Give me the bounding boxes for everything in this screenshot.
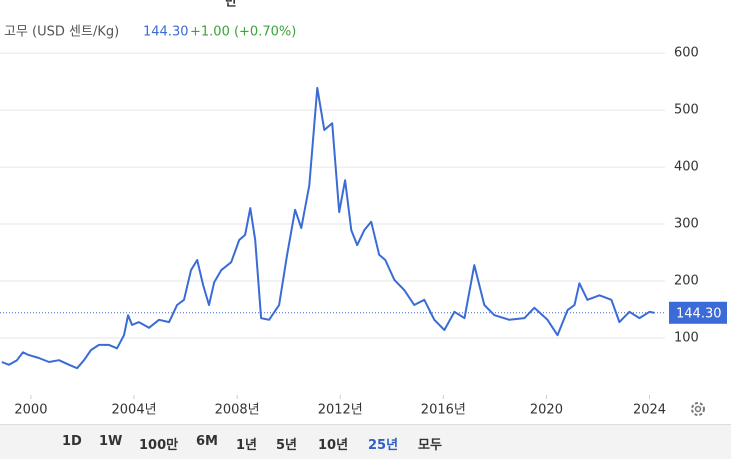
- range-button[interactable]: 1년: [236, 438, 258, 453]
- range-button[interactable]: 모두: [418, 438, 442, 453]
- price-tag: [669, 301, 727, 324]
- x-tick-label: 2020: [530, 403, 563, 418]
- range-button[interactable]: 1W: [99, 434, 123, 449]
- x-tick-label: 2000: [14, 403, 47, 418]
- settings-icon[interactable]: [691, 402, 705, 416]
- range-button[interactable]: 1D: [62, 434, 82, 449]
- range-button[interactable]: 5년: [276, 438, 298, 453]
- range-button[interactable]: 10년: [318, 438, 349, 453]
- y-tick-label: 100: [674, 331, 699, 346]
- series-line: [1, 86, 655, 370]
- range-button[interactable]: 25년: [368, 438, 399, 453]
- y-tick-label: 200: [674, 274, 699, 289]
- y-tick-label: 400: [674, 160, 699, 175]
- range-button[interactable]: 6M: [196, 434, 218, 449]
- y-tick-label: 500: [674, 103, 699, 118]
- header-fragment: 만: [225, 0, 237, 10]
- x-tick-label: 2016년: [421, 403, 466, 418]
- y-tick-label: 300: [674, 217, 699, 232]
- x-tick-label: 2008년: [215, 403, 260, 418]
- range-bar: 1D 1W 100만 6M 1년 5년 10년 25년 모두: [0, 424, 731, 459]
- y-tick-label: 600: [674, 46, 699, 61]
- price-tag-label: 144.30: [676, 306, 722, 321]
- x-tick-label: 2024: [633, 403, 666, 418]
- x-tick-label: 2012년: [318, 403, 363, 418]
- range-button[interactable]: 100만: [139, 438, 179, 453]
- chart: 만 고무 (USD 센트/Kg) 144.30 +1.00 (+0.70%) 1…: [0, 0, 727, 418]
- legend-change: +1.00 (+0.70%): [190, 25, 296, 40]
- legend-price: 144.30: [143, 25, 189, 40]
- x-tick-label: 2004년: [112, 403, 157, 418]
- legend-name: 고무 (USD 센트/Kg): [4, 25, 119, 40]
